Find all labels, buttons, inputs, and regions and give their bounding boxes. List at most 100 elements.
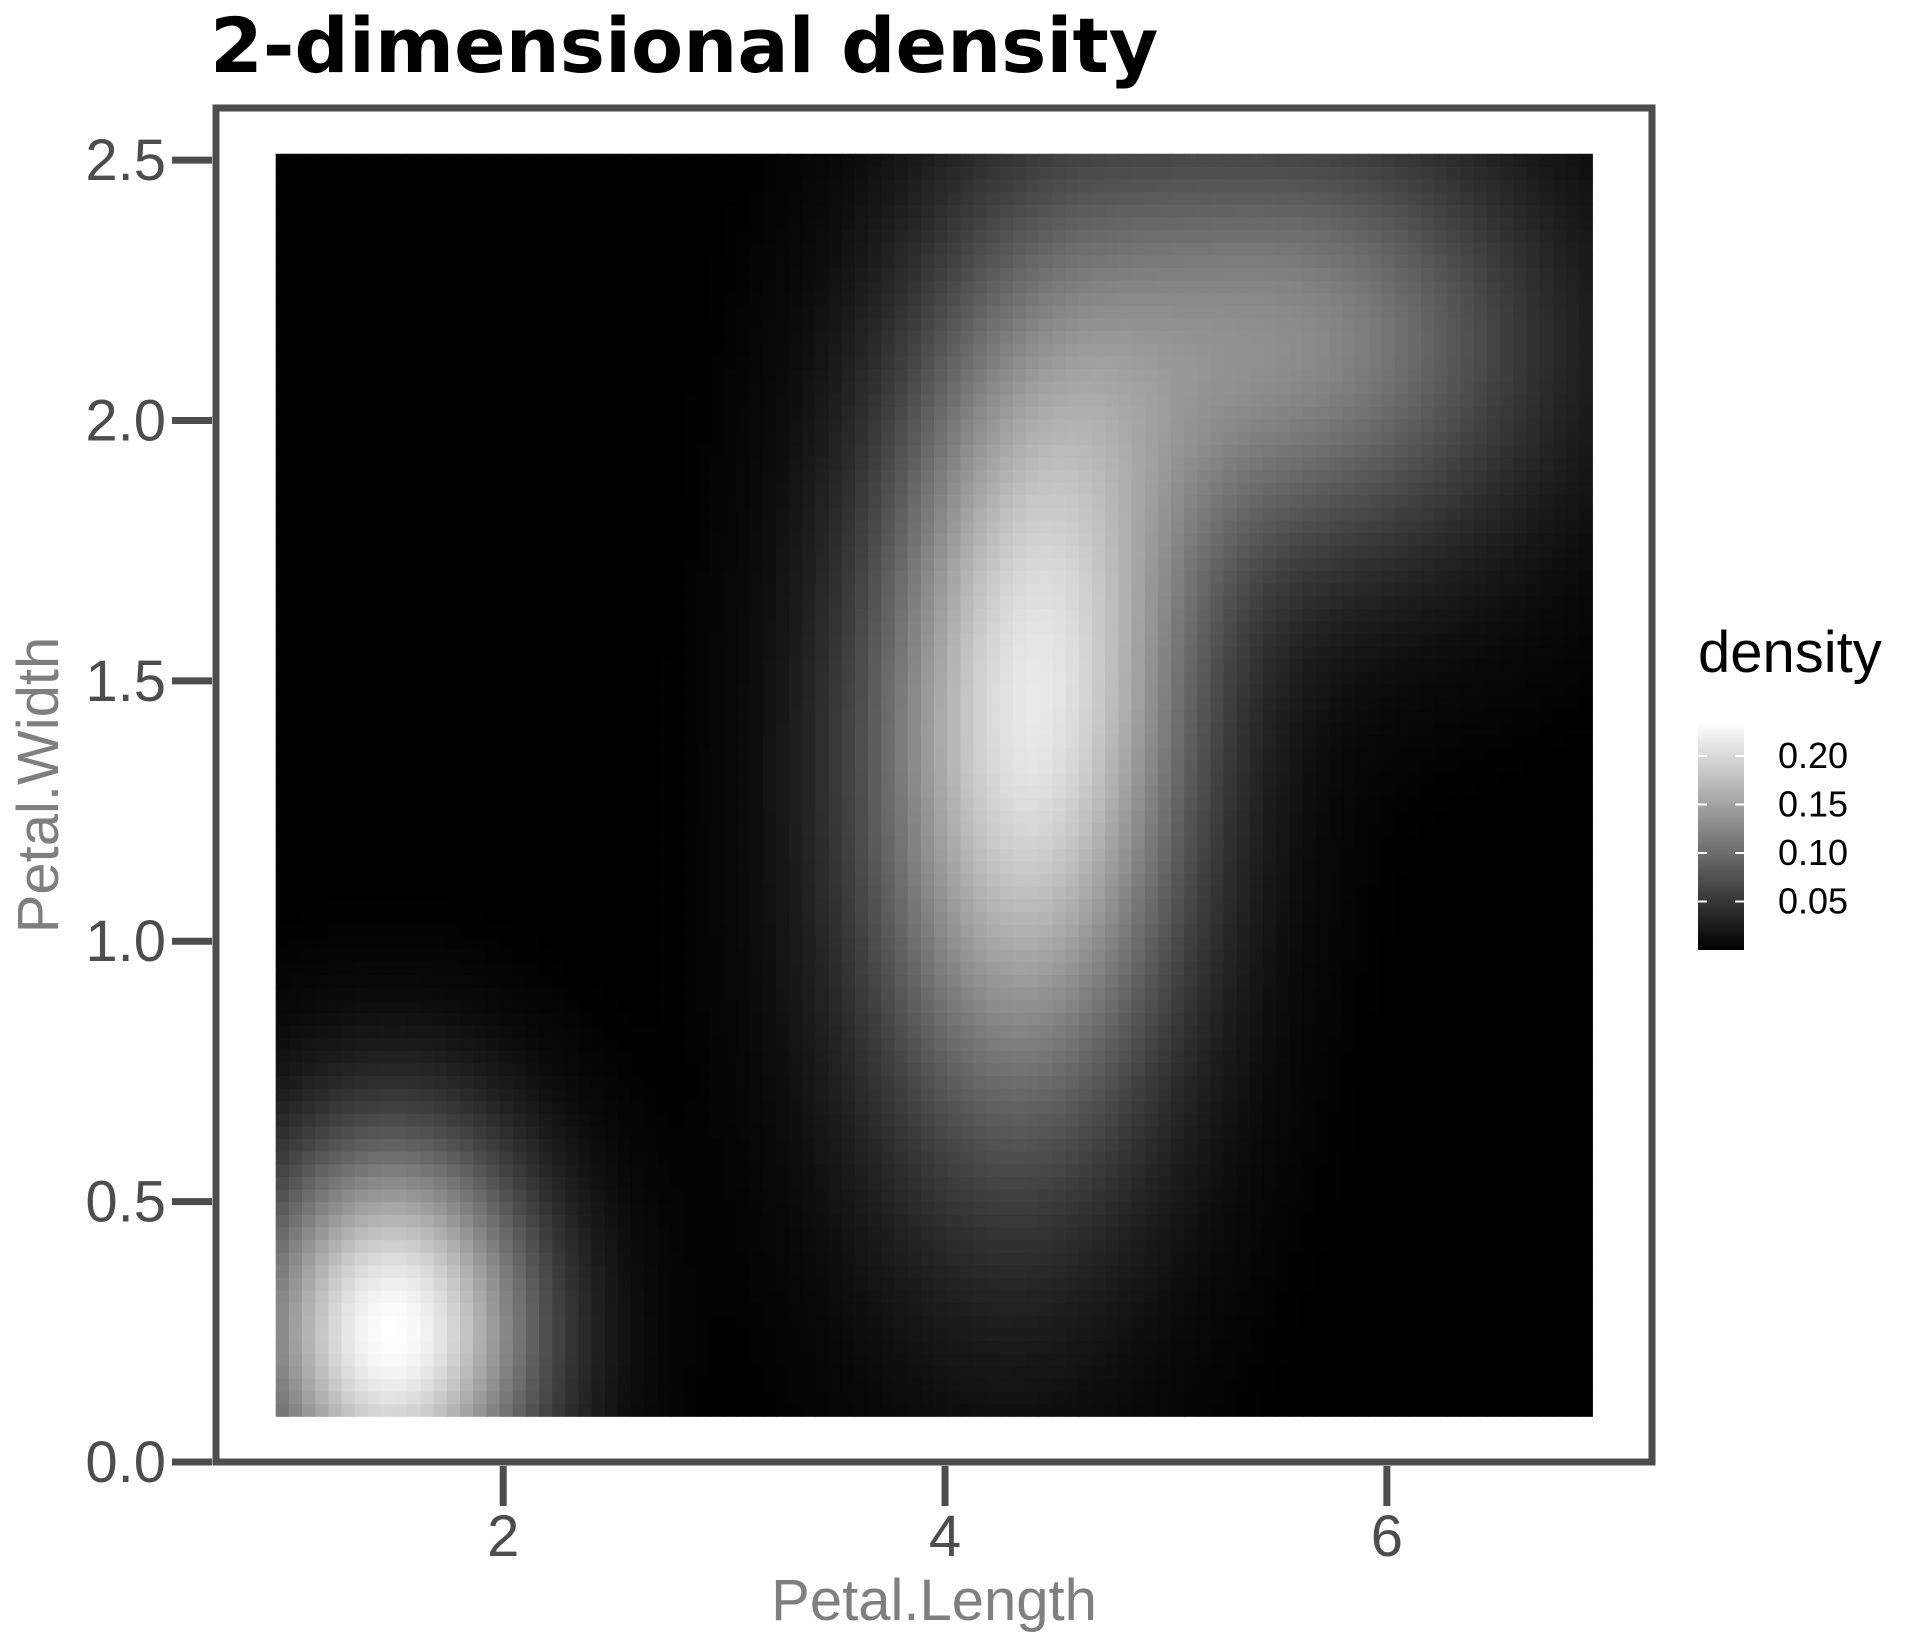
- heatmap-cell: [749, 633, 764, 647]
- heatmap-cell: [828, 191, 843, 205]
- heatmap-cell: [486, 822, 501, 837]
- heatmap-cell: [302, 254, 316, 268]
- heatmap-cell: [697, 1125, 711, 1140]
- heatmap-cell: [512, 1365, 527, 1379]
- heatmap-cell: [354, 1113, 369, 1127]
- heatmap-cell: [631, 658, 645, 672]
- heatmap-cell: [802, 810, 817, 824]
- heatmap-cell: [275, 545, 290, 559]
- heatmap-cell: [789, 1252, 803, 1266]
- heatmap-cell: [433, 292, 448, 306]
- heatmap-cell: [736, 1252, 751, 1266]
- heatmap-cell: [815, 1365, 830, 1379]
- heatmap-cell: [552, 216, 566, 231]
- heatmap-cell: [539, 1289, 553, 1304]
- heatmap-cell: [644, 949, 659, 963]
- heatmap-cell: [394, 406, 408, 420]
- heatmap-cell: [512, 216, 527, 231]
- heatmap-cell: [881, 1226, 896, 1241]
- heatmap-cell: [539, 1390, 553, 1405]
- heatmap-cell: [657, 1125, 672, 1140]
- heatmap-cell: [894, 1252, 909, 1266]
- heatmap-cell: [446, 658, 461, 672]
- heatmap-cell: [460, 242, 474, 256]
- heatmap-cell: [762, 671, 777, 685]
- heatmap-cell: [657, 961, 672, 975]
- heatmap-cell: [618, 1239, 632, 1253]
- heatmap-cell: [499, 381, 514, 395]
- heatmap-cell: [604, 936, 619, 950]
- heatmap-cell: [407, 418, 422, 433]
- heatmap-cell: [815, 406, 830, 420]
- heatmap-cell: [920, 469, 935, 483]
- heatmap-cell: [841, 267, 856, 281]
- heatmap-cell: [473, 671, 487, 685]
- heatmap-cell: [512, 684, 527, 698]
- heatmap-cell: [433, 658, 448, 672]
- heatmap-cell: [618, 822, 632, 837]
- heatmap-cell: [433, 1327, 448, 1342]
- heatmap-cell: [460, 1378, 474, 1392]
- heatmap-cell: [341, 835, 356, 849]
- heatmap-cell: [381, 557, 395, 571]
- heatmap-cell: [828, 305, 843, 319]
- heatmap-cell: [315, 1226, 329, 1241]
- heatmap-cell: [288, 153, 303, 167]
- heatmap-cell: [460, 886, 474, 900]
- heatmap-cell: [644, 1264, 659, 1278]
- heatmap-cell: [578, 418, 593, 433]
- heatmap-cell: [315, 1138, 329, 1152]
- heatmap-cell: [841, 1239, 856, 1253]
- heatmap-cell: [907, 1087, 922, 1102]
- heatmap-cell: [315, 1125, 329, 1140]
- heatmap-cell: [394, 671, 408, 685]
- heatmap-cell: [736, 785, 751, 799]
- heatmap-cell: [565, 317, 580, 332]
- heatmap-cell: [697, 886, 711, 900]
- heatmap-cell: [894, 393, 909, 407]
- heatmap-cell: [802, 747, 817, 761]
- heatmap-cell: [776, 305, 790, 319]
- heatmap-cell: [749, 570, 764, 584]
- heatmap-cell: [512, 886, 527, 900]
- heatmap-cell: [855, 923, 869, 938]
- heatmap-cell: [644, 1050, 659, 1064]
- heatmap-cell: [604, 1188, 619, 1203]
- heatmap-cell: [578, 1365, 593, 1379]
- heatmap-cell: [499, 1151, 514, 1165]
- heatmap-cell: [841, 696, 856, 710]
- heatmap-cell: [855, 961, 869, 975]
- heatmap-cell: [736, 936, 751, 950]
- heatmap-cell: [354, 532, 369, 546]
- heatmap-cell: [591, 747, 606, 761]
- heatmap-cell: [407, 1264, 422, 1278]
- heatmap-cell: [841, 1138, 856, 1152]
- heatmap-cell: [354, 785, 369, 799]
- heatmap-cell: [841, 242, 856, 256]
- heatmap-cell: [657, 1075, 672, 1089]
- heatmap-cell: [288, 204, 303, 218]
- heatmap-cell: [683, 305, 698, 319]
- heatmap-cell: [354, 204, 369, 218]
- heatmap-cell: [683, 848, 698, 862]
- heatmap-cell: [683, 1201, 698, 1215]
- heatmap-cell: [815, 646, 830, 660]
- heatmap-cell: [776, 166, 790, 180]
- heatmap-cell: [552, 330, 566, 344]
- heatmap-cell: [288, 1378, 303, 1392]
- heatmap-cell: [657, 721, 672, 736]
- heatmap-cell: [302, 1365, 316, 1379]
- heatmap-cell: [473, 1163, 487, 1177]
- heatmap-cell: [855, 444, 869, 458]
- heatmap-cell: [749, 444, 764, 458]
- heatmap-cell: [499, 835, 514, 849]
- heatmap-cell: [802, 406, 817, 420]
- heatmap-cell: [460, 1037, 474, 1051]
- heatmap-cell: [855, 242, 869, 256]
- heatmap-cell: [525, 1201, 540, 1215]
- heatmap-cell: [288, 570, 303, 584]
- heatmap-cell: [565, 848, 580, 862]
- heatmap-cell: [367, 343, 382, 357]
- heatmap-cell: [315, 620, 329, 635]
- heatmap-cell: [618, 1188, 632, 1203]
